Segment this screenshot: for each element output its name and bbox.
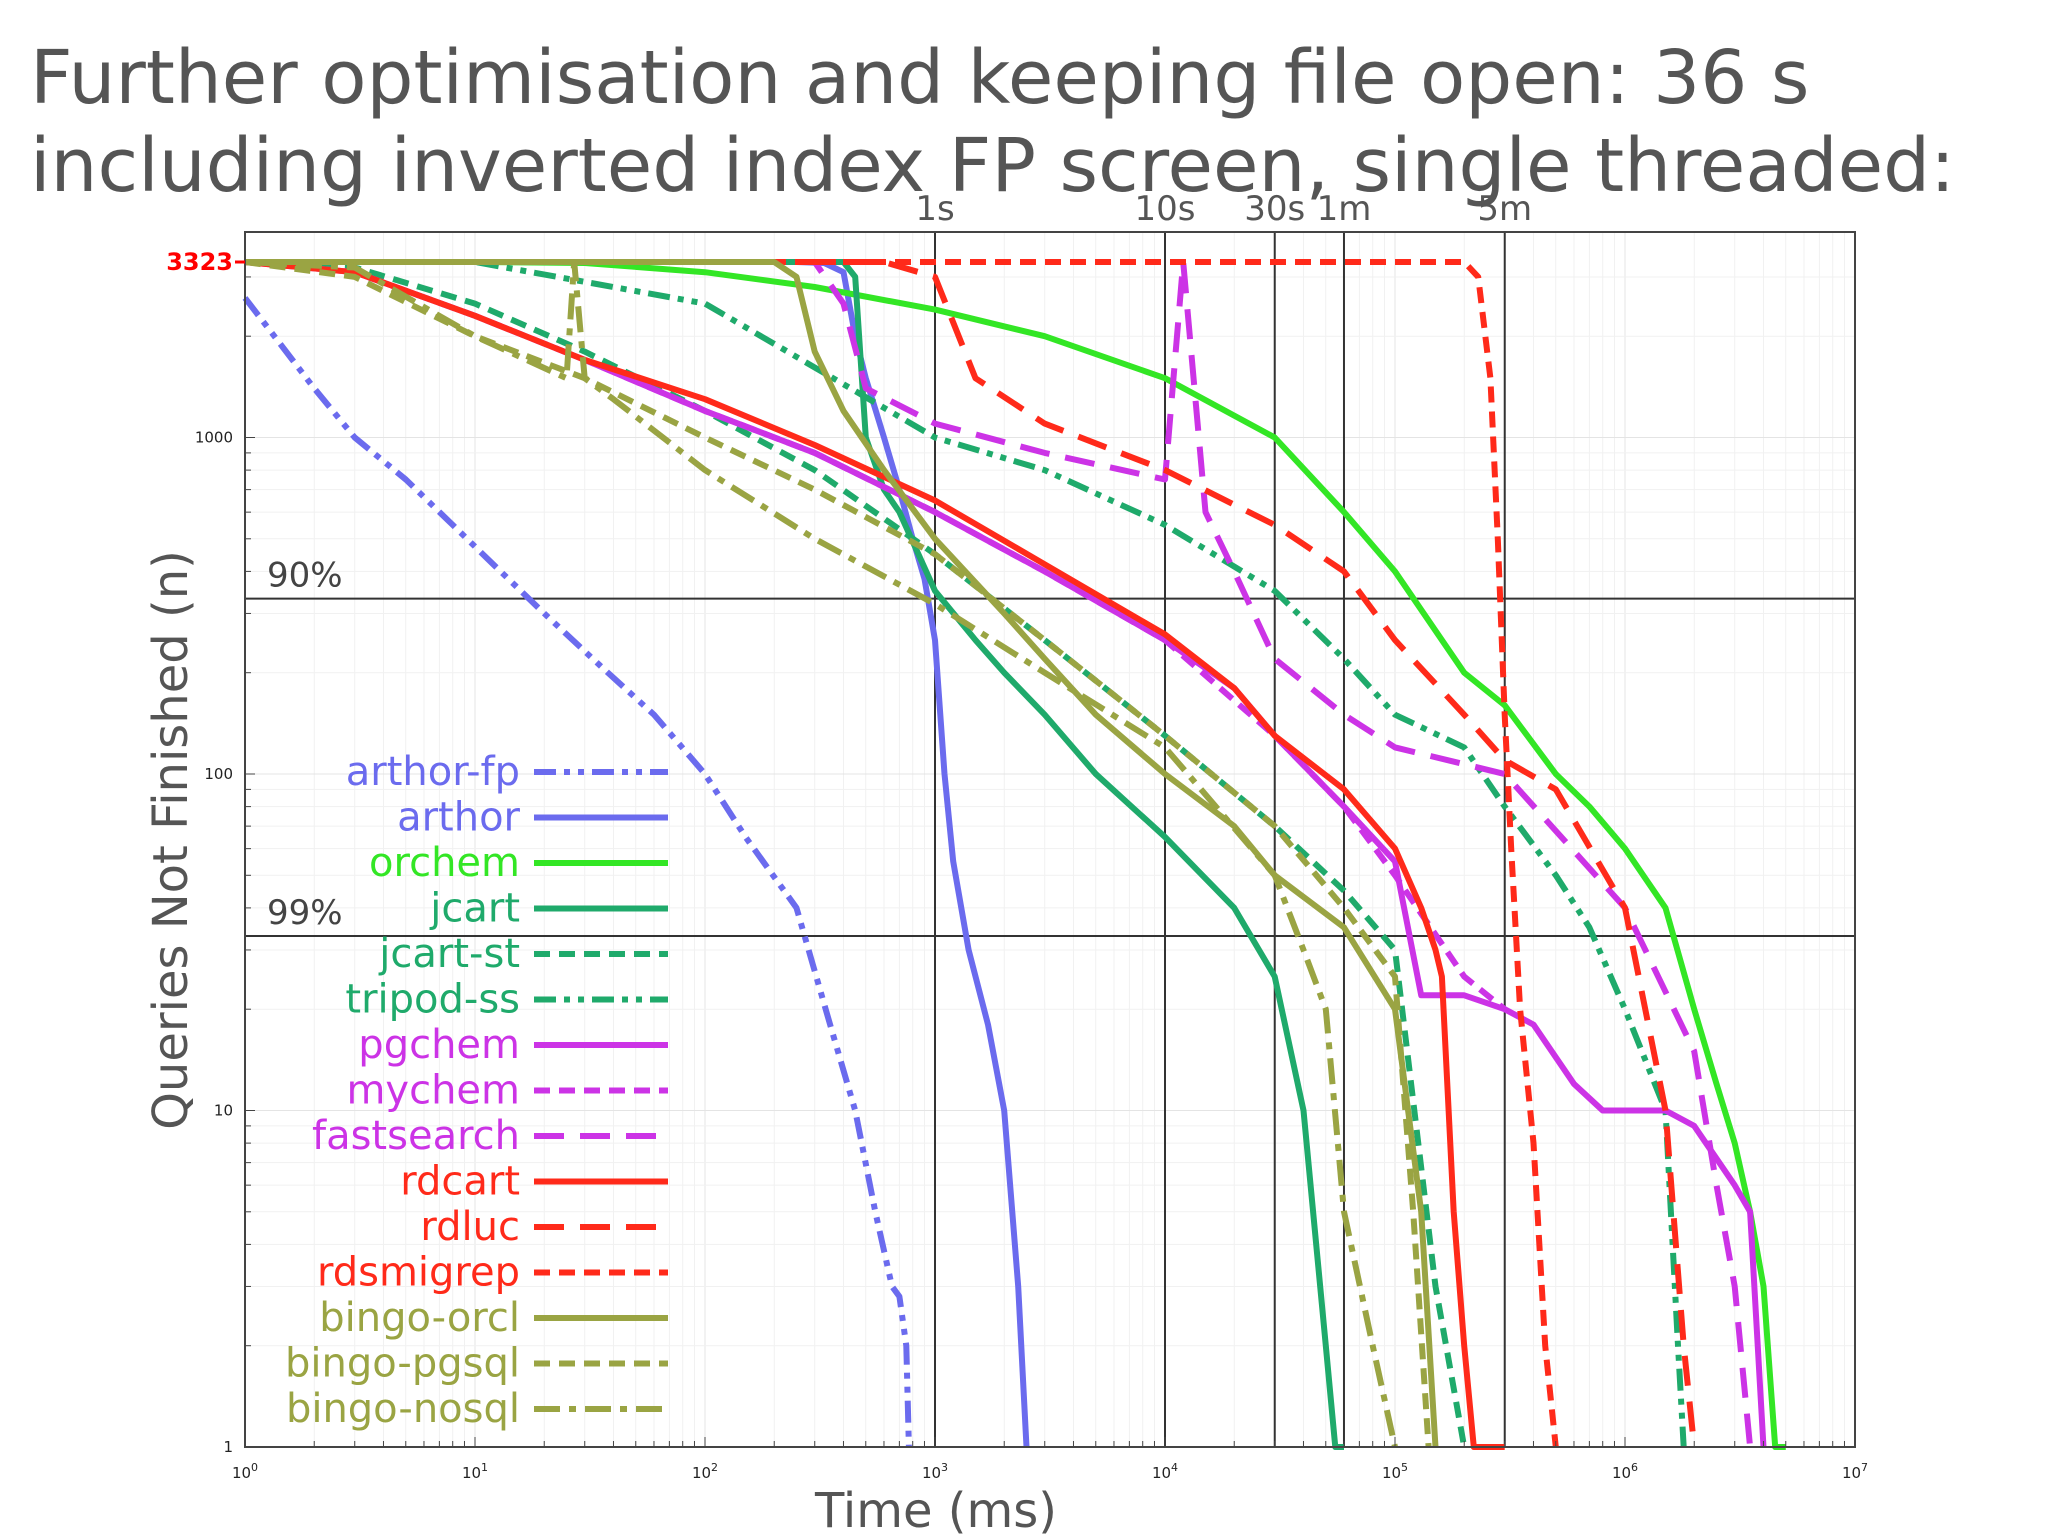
x-tick-base: 10 [1612, 1464, 1631, 1482]
x-tick-exponent: 7 [1861, 1461, 1868, 1474]
y-tick-label: 10 [214, 1101, 233, 1119]
y-axis-title: Queries Not Finished (n) [143, 550, 199, 1130]
time-marker-label: 10s [1135, 189, 1196, 229]
time-marker-label: 5m [1477, 189, 1532, 229]
legend-label: fastsearch [312, 1113, 520, 1159]
x-tick-exponent: 0 [251, 1461, 258, 1474]
x-tick-exponent: 4 [1171, 1461, 1178, 1474]
legend-label: pgchem [358, 1022, 520, 1068]
legend-label: jcart-st [378, 931, 520, 977]
x-tick-base: 10 [692, 1464, 711, 1482]
x-tick-base: 10 [922, 1464, 941, 1482]
x-axis-title: Time (ms) [814, 1483, 1057, 1536]
legend-label: bingo-pgsql [285, 1341, 520, 1387]
x-tick-base: 10 [1842, 1464, 1861, 1482]
percent-marker-label: 99% [267, 893, 343, 933]
legend-label: tripod-ss [345, 977, 520, 1023]
series-line-rdcart [244, 259, 1505, 1450]
percent-marker-label: 90% [267, 556, 343, 596]
y-tick-label: 1000 [195, 428, 233, 446]
time-marker-label: 1m [1317, 189, 1372, 229]
x-tick-exponent: 5 [1401, 1461, 1408, 1474]
time-marker-label: 30s [1244, 189, 1305, 229]
x-tick-label: 100 [232, 1461, 258, 1482]
legend-label: bingo-nosql [286, 1386, 520, 1432]
legend-label: orchem [369, 840, 520, 886]
x-tick-base: 10 [462, 1464, 481, 1482]
legend-label: arthor-fp [346, 749, 520, 795]
x-tick-label: 105 [1382, 1461, 1408, 1482]
x-tick-label: 102 [692, 1461, 718, 1482]
x-tick-exponent: 2 [711, 1461, 718, 1474]
legend-label: rdluc [420, 1204, 520, 1250]
time-marker-label: 1s [915, 189, 954, 229]
y-max-label: 3323 [166, 248, 233, 276]
x-tick-label: 103 [922, 1461, 948, 1482]
series-line-fastsearch [245, 259, 1754, 1448]
legend-label: mychem [346, 1068, 520, 1114]
legend-label: rdsmigrep [317, 1250, 520, 1296]
x-tick-exponent: 6 [1631, 1461, 1638, 1474]
legend-label: arthor [397, 795, 520, 841]
x-tick-label: 107 [1842, 1461, 1868, 1482]
legend-label: rdcart [400, 1159, 520, 1205]
x-tick-base: 10 [232, 1464, 251, 1482]
x-tick-base: 10 [1152, 1464, 1171, 1482]
x-tick-label: 104 [1152, 1461, 1178, 1482]
x-tick-exponent: 3 [941, 1461, 948, 1474]
y-tick-label: 100 [204, 765, 233, 783]
legend-label: jcart [429, 886, 520, 932]
series-line-rdluc [245, 259, 1698, 1448]
x-tick-label: 106 [1612, 1461, 1638, 1482]
series-line-bingo-nosql [244, 259, 1398, 1448]
x-tick-base: 10 [1382, 1464, 1401, 1482]
series-line-bingo-orcl [245, 259, 1439, 1448]
series-lines [242, 259, 1786, 1450]
legend: arthor-fparthororchemjcartjcart-sttripod… [285, 749, 668, 1432]
series-line-tripod-ss [245, 259, 1687, 1448]
plot-frame [244, 231, 1856, 1448]
slide-title: Further optimisation and keeping file op… [30, 35, 1956, 209]
y-tick-label: 1 [223, 1438, 233, 1456]
time-marker-lines: 1s 10s 30s 1m 5m 90% 99% [245, 189, 1855, 1447]
series-line-rdsmigrep [245, 259, 1559, 1448]
legend-label: bingo-orcl [319, 1295, 520, 1341]
x-tick-label: 101 [462, 1461, 488, 1482]
series-line-arthor-fp [242, 296, 912, 1448]
x-tick-exponent: 1 [481, 1461, 488, 1474]
